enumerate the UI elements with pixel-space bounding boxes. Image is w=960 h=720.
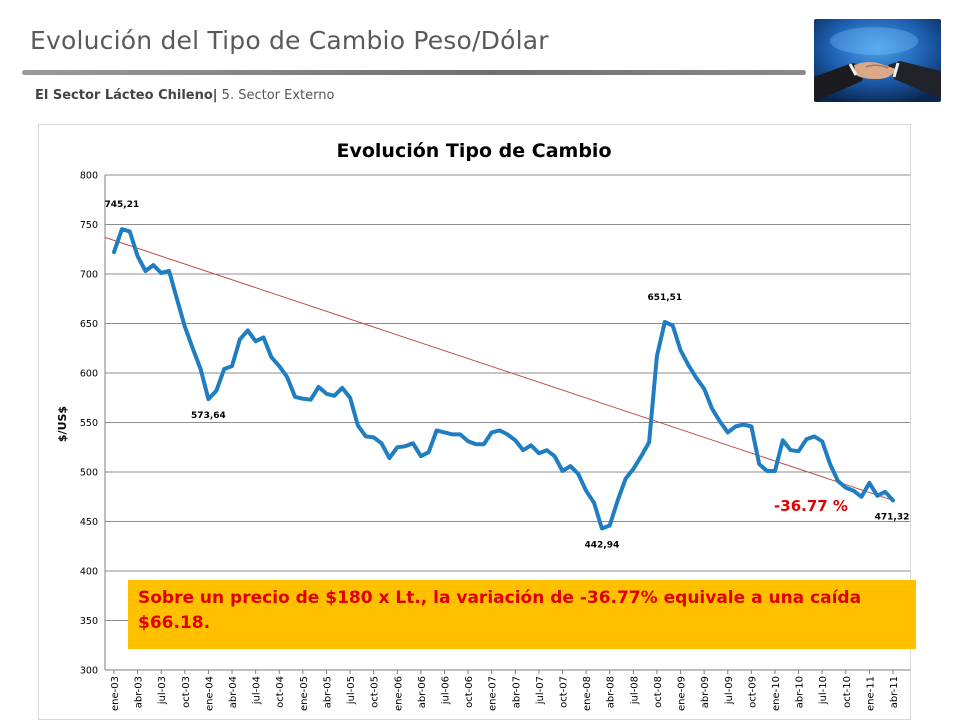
x-tick-label: ene-11: [865, 676, 876, 711]
x-tick-label: oct-10: [842, 676, 853, 708]
x-tick-label: oct-04: [275, 676, 286, 708]
data-annotations: 745,21 573,64 442,94 651,51 471,32: [105, 200, 910, 550]
x-tick-label: jul-09: [724, 676, 735, 705]
x-tick-label: abr-08: [606, 676, 617, 708]
x-tick-label: jul-04: [252, 676, 263, 705]
subtitle-section: El Sector Lácteo Chileno|: [35, 88, 218, 103]
subtitle-chapter: 5. Sector Externo: [217, 88, 335, 103]
data-label: 745,21: [105, 200, 140, 210]
y-tick-label: 400: [80, 567, 98, 578]
callout-text: Sobre un precio de $180 x Lt., la variac…: [138, 588, 862, 633]
x-tick-label: abr-06: [417, 676, 428, 708]
y-tick-label: 500: [80, 468, 98, 479]
x-tick-label: jul-07: [535, 676, 546, 705]
title-divider: [22, 70, 806, 75]
slide-title: Evolución del Tipo de Cambio Peso/Dólar: [30, 26, 549, 55]
x-axis-tick-labels: ene-03 abr-03 jul-03 oct-03 ene-04 abr-04 jul-…: [110, 670, 900, 711]
x-tick-label: jul-08: [629, 676, 640, 705]
x-tick-label: abr-09: [700, 676, 711, 708]
x-tick-label: abr-05: [322, 676, 333, 708]
x-tick-label: oct-06: [464, 676, 475, 708]
y-tick-label: 750: [80, 220, 98, 231]
y-tick-label: 650: [80, 319, 98, 330]
data-label: 651,51: [647, 293, 682, 303]
y-axis-tick-labels: 300 350 400 450 500 550 600 650 700 750 800: [80, 171, 98, 677]
y-tick-label: 600: [80, 369, 98, 380]
trend-line: [104, 236, 894, 501]
handshake-image: [814, 19, 941, 102]
y-tick-label: 550: [80, 418, 98, 429]
data-label: 573,64: [191, 411, 226, 421]
y-tick-label: 800: [80, 171, 98, 182]
y-tick-label: 350: [80, 616, 98, 627]
x-tick-label: abr-07: [511, 676, 522, 708]
x-tick-label: ene-03: [110, 676, 121, 711]
x-tick-label: ene-05: [299, 676, 310, 711]
callout-box: Sobre un precio de $180 x Lt., la variac…: [128, 580, 916, 649]
x-tick-label: abr-10: [795, 676, 806, 708]
x-tick-label: abr-04: [228, 676, 239, 708]
series-line: [112, 227, 895, 531]
x-tick-label: oct-05: [370, 676, 381, 708]
percent-change-label: -36.77 %: [774, 497, 848, 515]
x-tick-label: jul-10: [818, 676, 829, 705]
x-tick-label: abr-11: [889, 676, 900, 708]
x-tick-label: ene-06: [393, 676, 404, 711]
data-label: 471,32: [875, 512, 910, 522]
x-tick-label: oct-07: [559, 676, 570, 708]
y-axis-label: $/US$: [56, 406, 69, 442]
subtitle: El Sector Lácteo Chileno| 5. Sector Exte…: [35, 88, 334, 103]
x-tick-label: abr-03: [134, 676, 145, 708]
x-tick-label: oct-08: [653, 676, 664, 708]
y-tick-label: 300: [80, 666, 98, 677]
x-tick-label: ene-07: [488, 676, 499, 711]
x-tick-label: ene-10: [771, 676, 782, 711]
x-tick-label: jul-03: [157, 676, 168, 705]
x-tick-label: jul-06: [440, 676, 451, 705]
x-tick-label: ene-08: [582, 676, 593, 711]
data-label: 442,94: [584, 540, 619, 550]
x-tick-label: jul-05: [346, 676, 357, 705]
x-tick-label: oct-03: [181, 676, 192, 708]
x-tick-label: oct-09: [747, 676, 758, 708]
x-tick-label: ene-04: [204, 676, 215, 711]
y-tick-label: 450: [80, 517, 98, 528]
chart-title: Evolución Tipo de Cambio: [337, 140, 612, 162]
y-tick-label: 700: [80, 270, 98, 281]
x-tick-label: ene-09: [677, 676, 688, 711]
